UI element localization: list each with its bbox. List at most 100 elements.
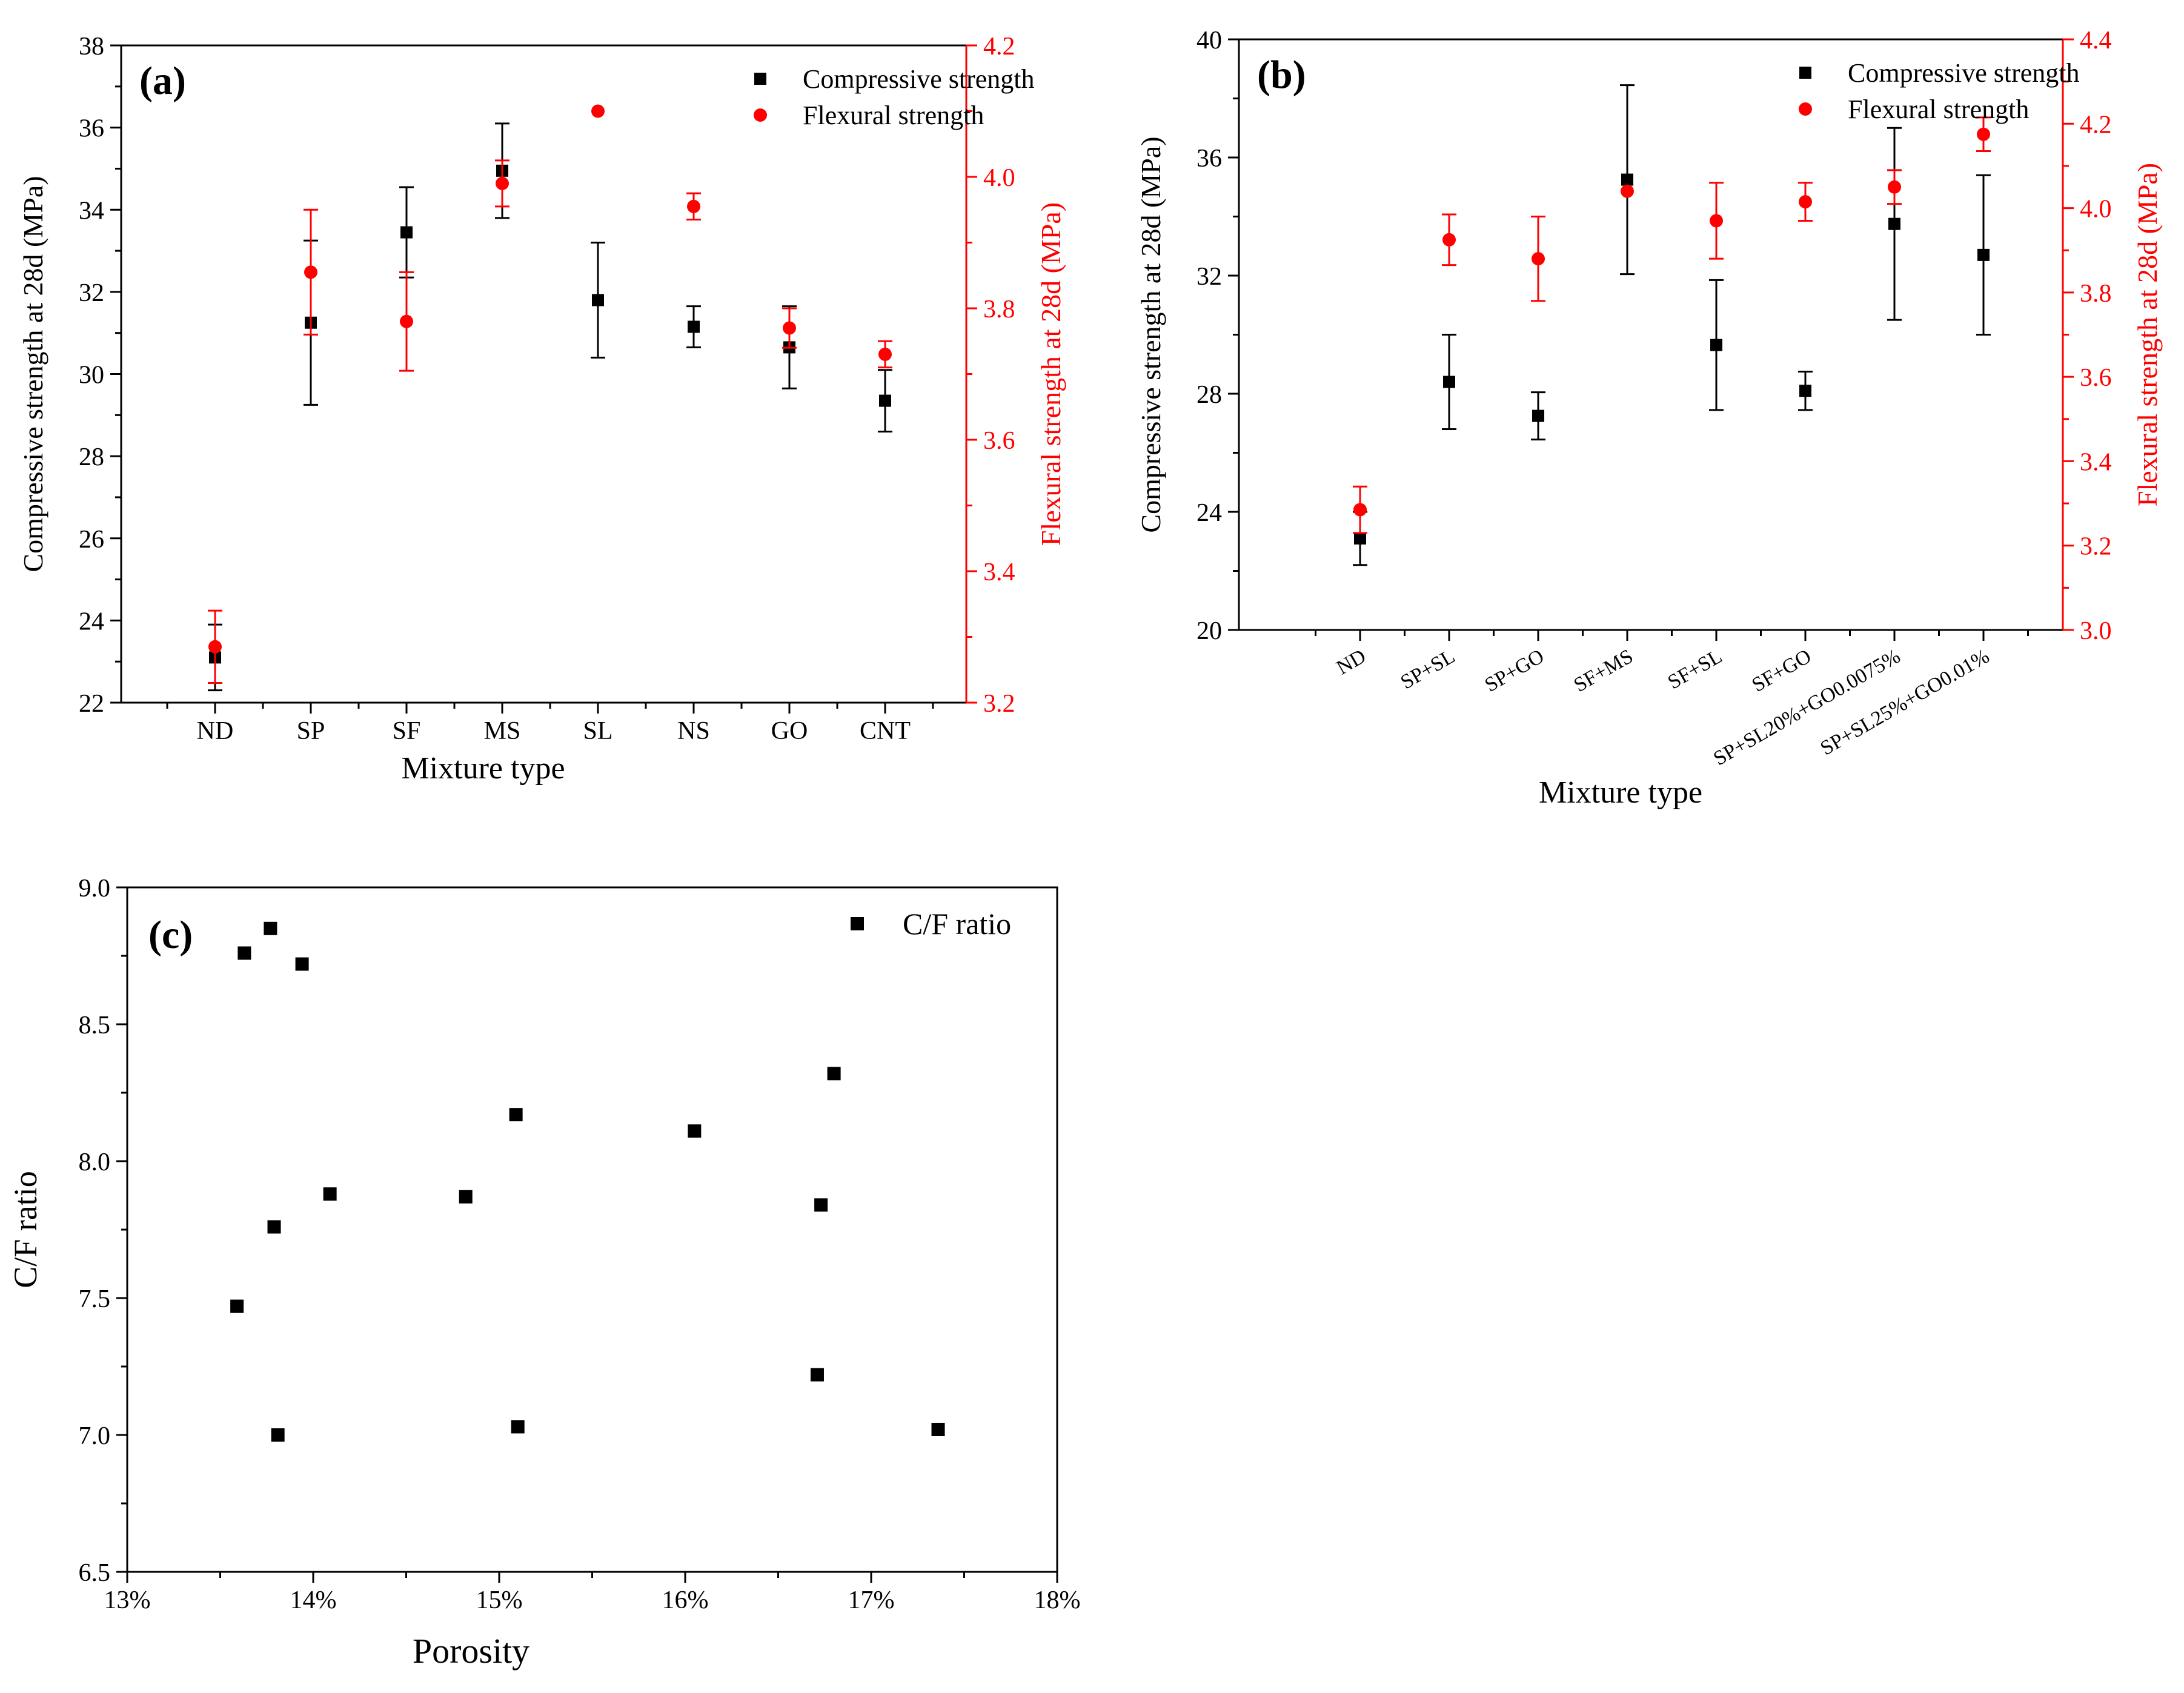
left-y-tick-label: 32 xyxy=(79,279,104,307)
x-category-label: CNT xyxy=(860,717,911,745)
compressive-point xyxy=(1977,248,1990,261)
x-category-label: GO xyxy=(771,717,808,745)
left-y-tick-label: 36 xyxy=(79,115,104,143)
compressive-point xyxy=(400,226,413,239)
x-axis-title: Porosity xyxy=(413,1631,529,1671)
cf-ratio-point xyxy=(827,1067,841,1081)
cf-ratio-point xyxy=(814,1198,828,1212)
x-category-label: SP xyxy=(297,717,325,745)
flexural-point xyxy=(208,640,222,654)
left-y-tick-label: 36 xyxy=(1197,145,1222,173)
left-y-tick-label: 26 xyxy=(79,526,104,554)
left-y-tick-label: 34 xyxy=(79,197,104,225)
flexural-point xyxy=(400,314,413,328)
flexural-point xyxy=(1799,195,1812,209)
left-y-tick-label: 28 xyxy=(79,443,104,471)
right-y-tick-label: 3.8 xyxy=(2080,280,2112,308)
flexural-point xyxy=(496,176,509,190)
cf-ratio-point xyxy=(323,1187,337,1201)
right-y-tick-label: 3.4 xyxy=(983,558,1015,586)
x-axis-title: Mixture type xyxy=(401,751,565,786)
compressive-point xyxy=(1443,376,1455,388)
flexural-point xyxy=(591,104,605,118)
right-y-tick-label: 4.4 xyxy=(2080,27,2112,55)
legend-label: C/F ratio xyxy=(903,907,1011,941)
left-y-tick-label: 20 xyxy=(1197,617,1222,645)
left-axis-title: Compressive strength at 28d (MPa) xyxy=(18,176,48,572)
right-y-tick-label: 3.4 xyxy=(2080,448,2112,476)
x-tick-label: 13% xyxy=(104,1586,151,1614)
x-category-label: NS xyxy=(677,717,710,745)
x-tick-label: 17% xyxy=(848,1586,895,1614)
y-tick-label: 9.0 xyxy=(79,875,111,903)
right-y-tick-label: 4.2 xyxy=(983,33,1015,61)
compressive-point xyxy=(1799,385,1811,397)
compressive-point xyxy=(1532,409,1544,422)
cf-ratio-point xyxy=(267,1220,281,1234)
legend-label: Compressive strength xyxy=(803,64,1035,94)
left-y-tick-label: 24 xyxy=(79,608,104,635)
legend-marker-compressive xyxy=(1799,67,1811,79)
left-y-tick-label: 38 xyxy=(79,33,104,61)
right-y-tick-label: 3.2 xyxy=(2080,533,2112,561)
x-tick-label: 15% xyxy=(476,1586,523,1614)
x-category-label: SL xyxy=(583,717,612,745)
left-y-tick-label: 28 xyxy=(1197,381,1222,409)
x-tick-label: 14% xyxy=(290,1586,337,1614)
cf-ratio-point xyxy=(230,1299,244,1313)
cf-ratio-point xyxy=(459,1190,473,1204)
x-tick-label: 16% xyxy=(662,1586,709,1614)
compressive-point xyxy=(688,320,700,333)
legend-marker-flexural xyxy=(754,108,767,122)
cf-ratio-point xyxy=(264,921,277,935)
flexural-point xyxy=(687,199,700,213)
flexural-point xyxy=(1353,503,1367,517)
x-category-label: MS xyxy=(484,717,521,745)
left-y-tick-label: 40 xyxy=(1197,27,1222,55)
compressive-point xyxy=(879,394,891,407)
compressive-point xyxy=(592,294,604,306)
left-y-tick-label: 24 xyxy=(1197,499,1222,527)
legend-label: Compressive strength xyxy=(1848,58,2080,88)
panel-label: (a) xyxy=(139,59,186,103)
flexural-point xyxy=(1532,252,1545,266)
y-tick-label: 7.0 xyxy=(79,1422,111,1450)
right-y-tick-label: 3.0 xyxy=(2080,617,2112,645)
compressive-point xyxy=(1888,217,1900,230)
x-category-label: SF xyxy=(393,717,421,745)
cf-ratio-point xyxy=(688,1124,702,1138)
panel-c-chart: 6.5 7.0 7.5 8.0 8.5 9.0 13% 14% 15% 16% 17% 18% C/F … xyxy=(7,875,1081,1671)
legend-marker-compressive xyxy=(754,73,766,85)
flexural-point xyxy=(1442,233,1456,247)
cf-ratio-point xyxy=(237,946,251,960)
legend-marker-cf-ratio xyxy=(851,917,864,930)
right-y-tick-label: 4.0 xyxy=(2080,196,2112,224)
right-y-tick-label: 4.2 xyxy=(2080,111,2112,139)
flexural-point xyxy=(1977,127,1990,141)
panel-label: (c) xyxy=(148,913,193,957)
y-tick-label: 8.0 xyxy=(79,1148,111,1176)
flexural-point xyxy=(1621,184,1634,198)
right-y-tick-label: 3.2 xyxy=(983,690,1015,718)
right-y-tick-label: 3.6 xyxy=(983,427,1015,455)
compressive-point xyxy=(1621,173,1633,186)
left-y-tick-label: 30 xyxy=(79,362,104,389)
flexural-point xyxy=(783,321,796,335)
cf-ratio-point xyxy=(810,1368,824,1382)
flexural-point xyxy=(304,265,317,279)
flexural-point xyxy=(1888,180,1901,194)
legend-label: Flexural strength xyxy=(803,101,984,130)
left-axis-title: Compressive strength at 28d (MPa) xyxy=(1135,136,1166,532)
legend-marker-flexural xyxy=(1799,102,1812,116)
right-axis-title: Flexural strength at 28d (MPa) xyxy=(2132,163,2163,506)
right-y-tick-label: 3.8 xyxy=(983,296,1015,323)
left-y-tick-label: 22 xyxy=(79,690,104,718)
cf-ratio-point xyxy=(511,1420,525,1434)
right-y-tick-label: 3.6 xyxy=(2080,364,2112,392)
legend-label: Flexural strength xyxy=(1848,94,2029,124)
y-tick-label: 8.5 xyxy=(79,1012,111,1039)
compressive-point xyxy=(1710,339,1722,351)
cf-ratio-point xyxy=(509,1108,523,1122)
